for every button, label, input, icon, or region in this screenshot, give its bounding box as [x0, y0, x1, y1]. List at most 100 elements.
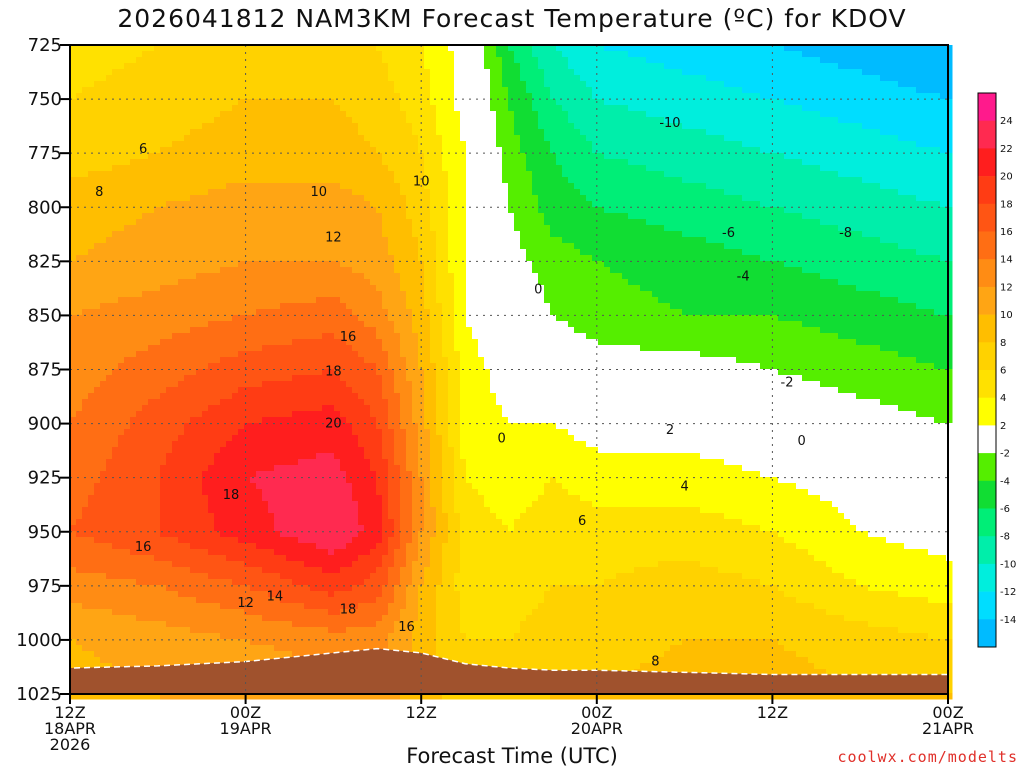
- temp-cell: [940, 219, 947, 226]
- temp-cell: [178, 81, 185, 88]
- temp-cell: [172, 201, 179, 208]
- temp-cell: [424, 87, 431, 94]
- temp-cell: [832, 87, 839, 94]
- temp-cell: [334, 237, 341, 244]
- temp-cell: [928, 237, 935, 244]
- temp-cell: [154, 81, 161, 88]
- temp-cell: [538, 57, 545, 64]
- temp-cell: [142, 75, 149, 82]
- temp-cell: [820, 117, 827, 124]
- temp-cell: [628, 75, 635, 82]
- temp-cell: [292, 195, 299, 202]
- temp-cell: [526, 201, 533, 208]
- temp-cell: [130, 213, 137, 220]
- temp-cell: [880, 231, 887, 238]
- temp-cell: [646, 57, 653, 64]
- temp-cell: [934, 135, 941, 142]
- temp-cell: [202, 57, 209, 64]
- temp-cell: [292, 165, 299, 172]
- temp-cell: [874, 183, 881, 190]
- temp-cell: [160, 123, 167, 130]
- temp-cell: [154, 123, 161, 130]
- temp-cell: [544, 87, 551, 94]
- temp-cell: [202, 213, 209, 220]
- temp-cell: [76, 159, 83, 166]
- temp-cell: [214, 81, 221, 88]
- temp-cell: [856, 153, 863, 160]
- temp-cell: [532, 213, 539, 220]
- temp-cell: [460, 231, 467, 238]
- temp-cell: [274, 57, 281, 64]
- temp-cell: [742, 225, 749, 232]
- temp-cell: [280, 225, 287, 232]
- temp-cell: [316, 225, 323, 232]
- temp-cell: [70, 45, 77, 52]
- temp-cell: [832, 165, 839, 172]
- temp-cell: [466, 183, 473, 190]
- temp-cell: [112, 225, 119, 232]
- temp-cell: [220, 87, 227, 94]
- temp-cell: [808, 69, 815, 76]
- temp-cell: [322, 165, 329, 172]
- temp-cell: [796, 195, 803, 202]
- temp-cell: [652, 69, 659, 76]
- temp-cell: [238, 159, 245, 166]
- temp-cell: [118, 165, 125, 172]
- temp-cell: [838, 147, 845, 154]
- temp-cell: [274, 69, 281, 76]
- temp-cell: [334, 231, 341, 238]
- temp-cell: [796, 81, 803, 88]
- temp-cell: [646, 69, 653, 76]
- temp-cell: [916, 87, 923, 94]
- temp-cell: [814, 105, 821, 112]
- temp-cell: [574, 195, 581, 202]
- temp-cell: [220, 117, 227, 124]
- temp-cell: [460, 243, 467, 250]
- temp-cell: [394, 195, 401, 202]
- temp-cell: [400, 243, 407, 250]
- temp-cell: [172, 195, 179, 202]
- temp-cell: [874, 63, 881, 70]
- temp-cell: [334, 45, 341, 52]
- temp-cell: [238, 183, 245, 190]
- temp-cell: [640, 171, 647, 178]
- temp-cell: [670, 219, 677, 226]
- temp-cell: [868, 81, 875, 88]
- temp-cell: [916, 147, 923, 154]
- temp-cell: [94, 213, 101, 220]
- temp-cell: [160, 81, 167, 88]
- temp-cell: [682, 201, 689, 208]
- temp-cell: [580, 207, 587, 214]
- temp-cell: [574, 219, 581, 226]
- temp-cell: [400, 201, 407, 208]
- temp-cell: [610, 195, 617, 202]
- temp-cell: [682, 111, 689, 118]
- temp-cell: [682, 63, 689, 70]
- temp-cell: [784, 111, 791, 118]
- temp-cell: [574, 117, 581, 124]
- temp-cell: [88, 63, 95, 70]
- temp-cell: [292, 135, 299, 142]
- temp-cell: [148, 141, 155, 148]
- temp-cell: [70, 93, 77, 100]
- temp-cell: [364, 123, 371, 130]
- temp-cell: [748, 201, 755, 208]
- temp-cell: [136, 135, 143, 142]
- temp-cell: [850, 243, 857, 250]
- temp-cell: [856, 165, 863, 172]
- temp-cell: [586, 57, 593, 64]
- temp-cell: [514, 183, 521, 190]
- temp-cell: [670, 135, 677, 142]
- temp-cell: [328, 57, 335, 64]
- temp-cell: [730, 141, 737, 148]
- temp-cell: [718, 153, 725, 160]
- temp-cell: [664, 159, 671, 166]
- temp-cell: [448, 201, 455, 208]
- temp-cell: [142, 93, 149, 100]
- temp-cell: [496, 177, 503, 184]
- temp-cell: [610, 207, 617, 214]
- temp-cell: [478, 63, 485, 70]
- temp-cell: [844, 129, 851, 136]
- temp-cell: [922, 81, 929, 88]
- temp-cell: [274, 123, 281, 130]
